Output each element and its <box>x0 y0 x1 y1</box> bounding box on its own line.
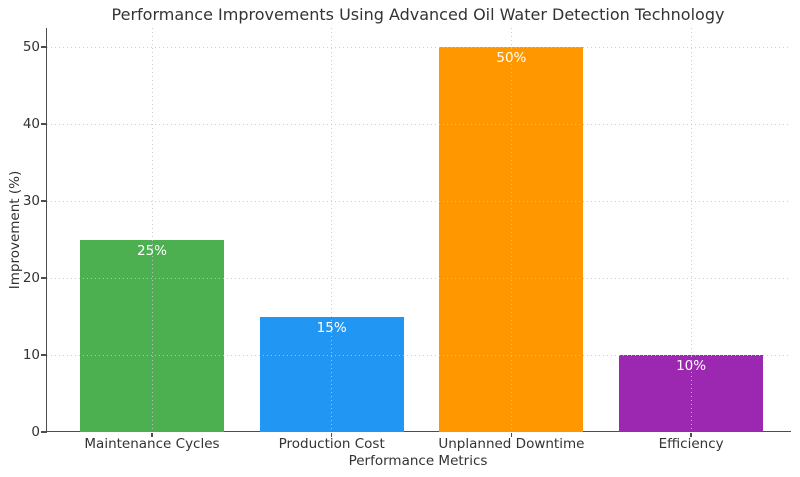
bar-value-label-maintenance-cycles: 25% <box>136 242 167 259</box>
x-tick-mark-efficiency <box>690 432 692 437</box>
x-tick-label-production-cost: Production Cost <box>278 436 385 452</box>
y-tick-label-40: 40 <box>22 116 40 132</box>
y-tick-mark-30 <box>41 200 46 202</box>
x-tick-label-unplanned-downtime: Unplanned Downtime <box>438 436 585 452</box>
y-tick-label-10: 10 <box>22 347 40 363</box>
x-axis-label: Performance Metrics <box>348 453 488 469</box>
y-tick-label-0: 0 <box>31 424 40 440</box>
y-tick-mark-50 <box>41 46 46 48</box>
x-axis-spine <box>45 430 791 433</box>
bar-labels-layer: 25% 15% 50% 10% <box>47 28 790 432</box>
y-tick-mark-10 <box>41 354 46 356</box>
y-tick-mark-0 <box>41 431 46 433</box>
y-tick-label-20: 20 <box>22 270 40 286</box>
x-tick-label-efficiency: Efficiency <box>658 436 724 452</box>
bar-value-label-unplanned-downtime: 50% <box>496 50 527 66</box>
x-tick-mark-unplanned-downtime <box>510 432 513 437</box>
y-tick-label-30: 30 <box>22 193 40 209</box>
x-tick-mark-maintenance-cycles <box>151 432 153 437</box>
y-tick-mark-20 <box>41 277 46 279</box>
chart-title: Performance Improvements Using Advanced … <box>111 5 725 24</box>
bar-value-label-efficiency: 10% <box>676 358 707 374</box>
x-tick-mark-production-cost <box>330 432 333 437</box>
y-tick-mark-40 <box>41 123 46 125</box>
y-axis-spine <box>45 28 48 433</box>
x-tick-label-maintenance-cycles: Maintenance Cycles <box>84 436 220 452</box>
y-tick-label-50: 50 <box>22 39 40 55</box>
bar-value-label-production-cost: 15% <box>316 319 347 336</box>
plot-area: 25% 15% 50% 10% <box>47 28 790 432</box>
